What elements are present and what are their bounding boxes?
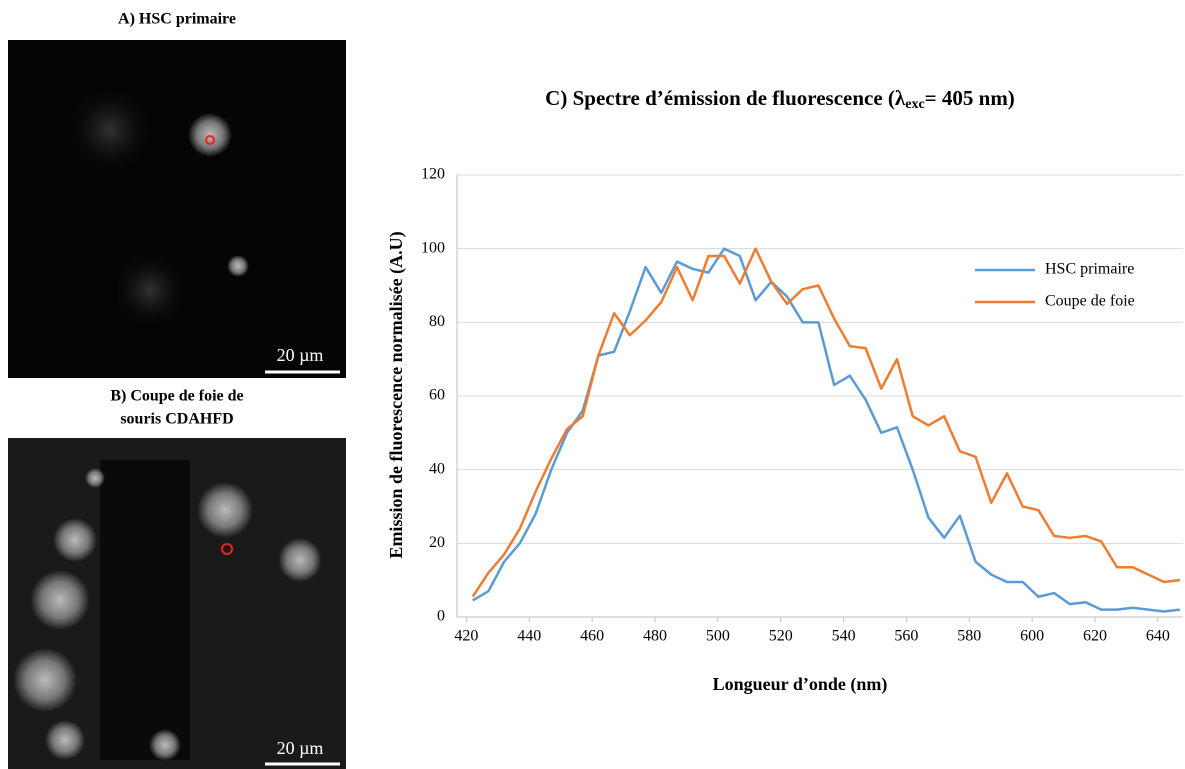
panel-label: B) Coupe de foie de — [110, 388, 243, 405]
y-tick-label: 20 — [429, 534, 445, 551]
x-tick-label: 460 — [580, 628, 604, 645]
y-tick-label: 40 — [429, 460, 445, 477]
y-axis-label: Emission de fluorescence normalisée (A.U… — [386, 231, 407, 558]
y-tick-label: 60 — [429, 387, 445, 404]
x-axis-label: Longueur d’onde (nm) — [713, 674, 888, 695]
y-tick-label: 100 — [421, 239, 445, 256]
x-tick-label: 500 — [706, 628, 730, 645]
scale-bar-label: 20 µm — [277, 345, 324, 365]
x-tick-label: 440 — [517, 628, 541, 645]
panel-label: A) HSC primaire — [118, 11, 236, 28]
x-tick-label: 580 — [957, 628, 981, 645]
chart-title: C) Spectre d’émission de fluorescence (λ… — [545, 86, 1015, 112]
image-b — [8, 438, 346, 769]
y-tick-label: 0 — [437, 608, 445, 625]
x-tick-label: 420 — [454, 628, 478, 645]
legend-label: HSC primaire — [1045, 261, 1134, 278]
x-tick-label: 620 — [1083, 628, 1107, 645]
y-tick-label: 120 — [421, 166, 445, 183]
title-part: = 405 nm) — [925, 86, 1015, 110]
x-tick-label: 560 — [894, 628, 918, 645]
image-a — [8, 40, 346, 378]
title-part: exc — [905, 97, 924, 112]
x-tick-label: 480 — [643, 628, 667, 645]
legend-label: Coupe de foie — [1045, 293, 1135, 310]
x-tick-label: 520 — [769, 628, 793, 645]
series-line — [471, 247, 1181, 598]
x-tick-label: 640 — [1146, 628, 1170, 645]
scale-bar-label: 20 µm — [277, 738, 324, 758]
panel-label: souris CDAHFD — [120, 411, 233, 428]
y-tick-label: 80 — [429, 313, 445, 330]
x-tick-label: 600 — [1020, 628, 1044, 645]
x-tick-label: 540 — [832, 628, 856, 645]
title-part: C) Spectre d’émission de fluorescence (λ — [545, 86, 906, 110]
